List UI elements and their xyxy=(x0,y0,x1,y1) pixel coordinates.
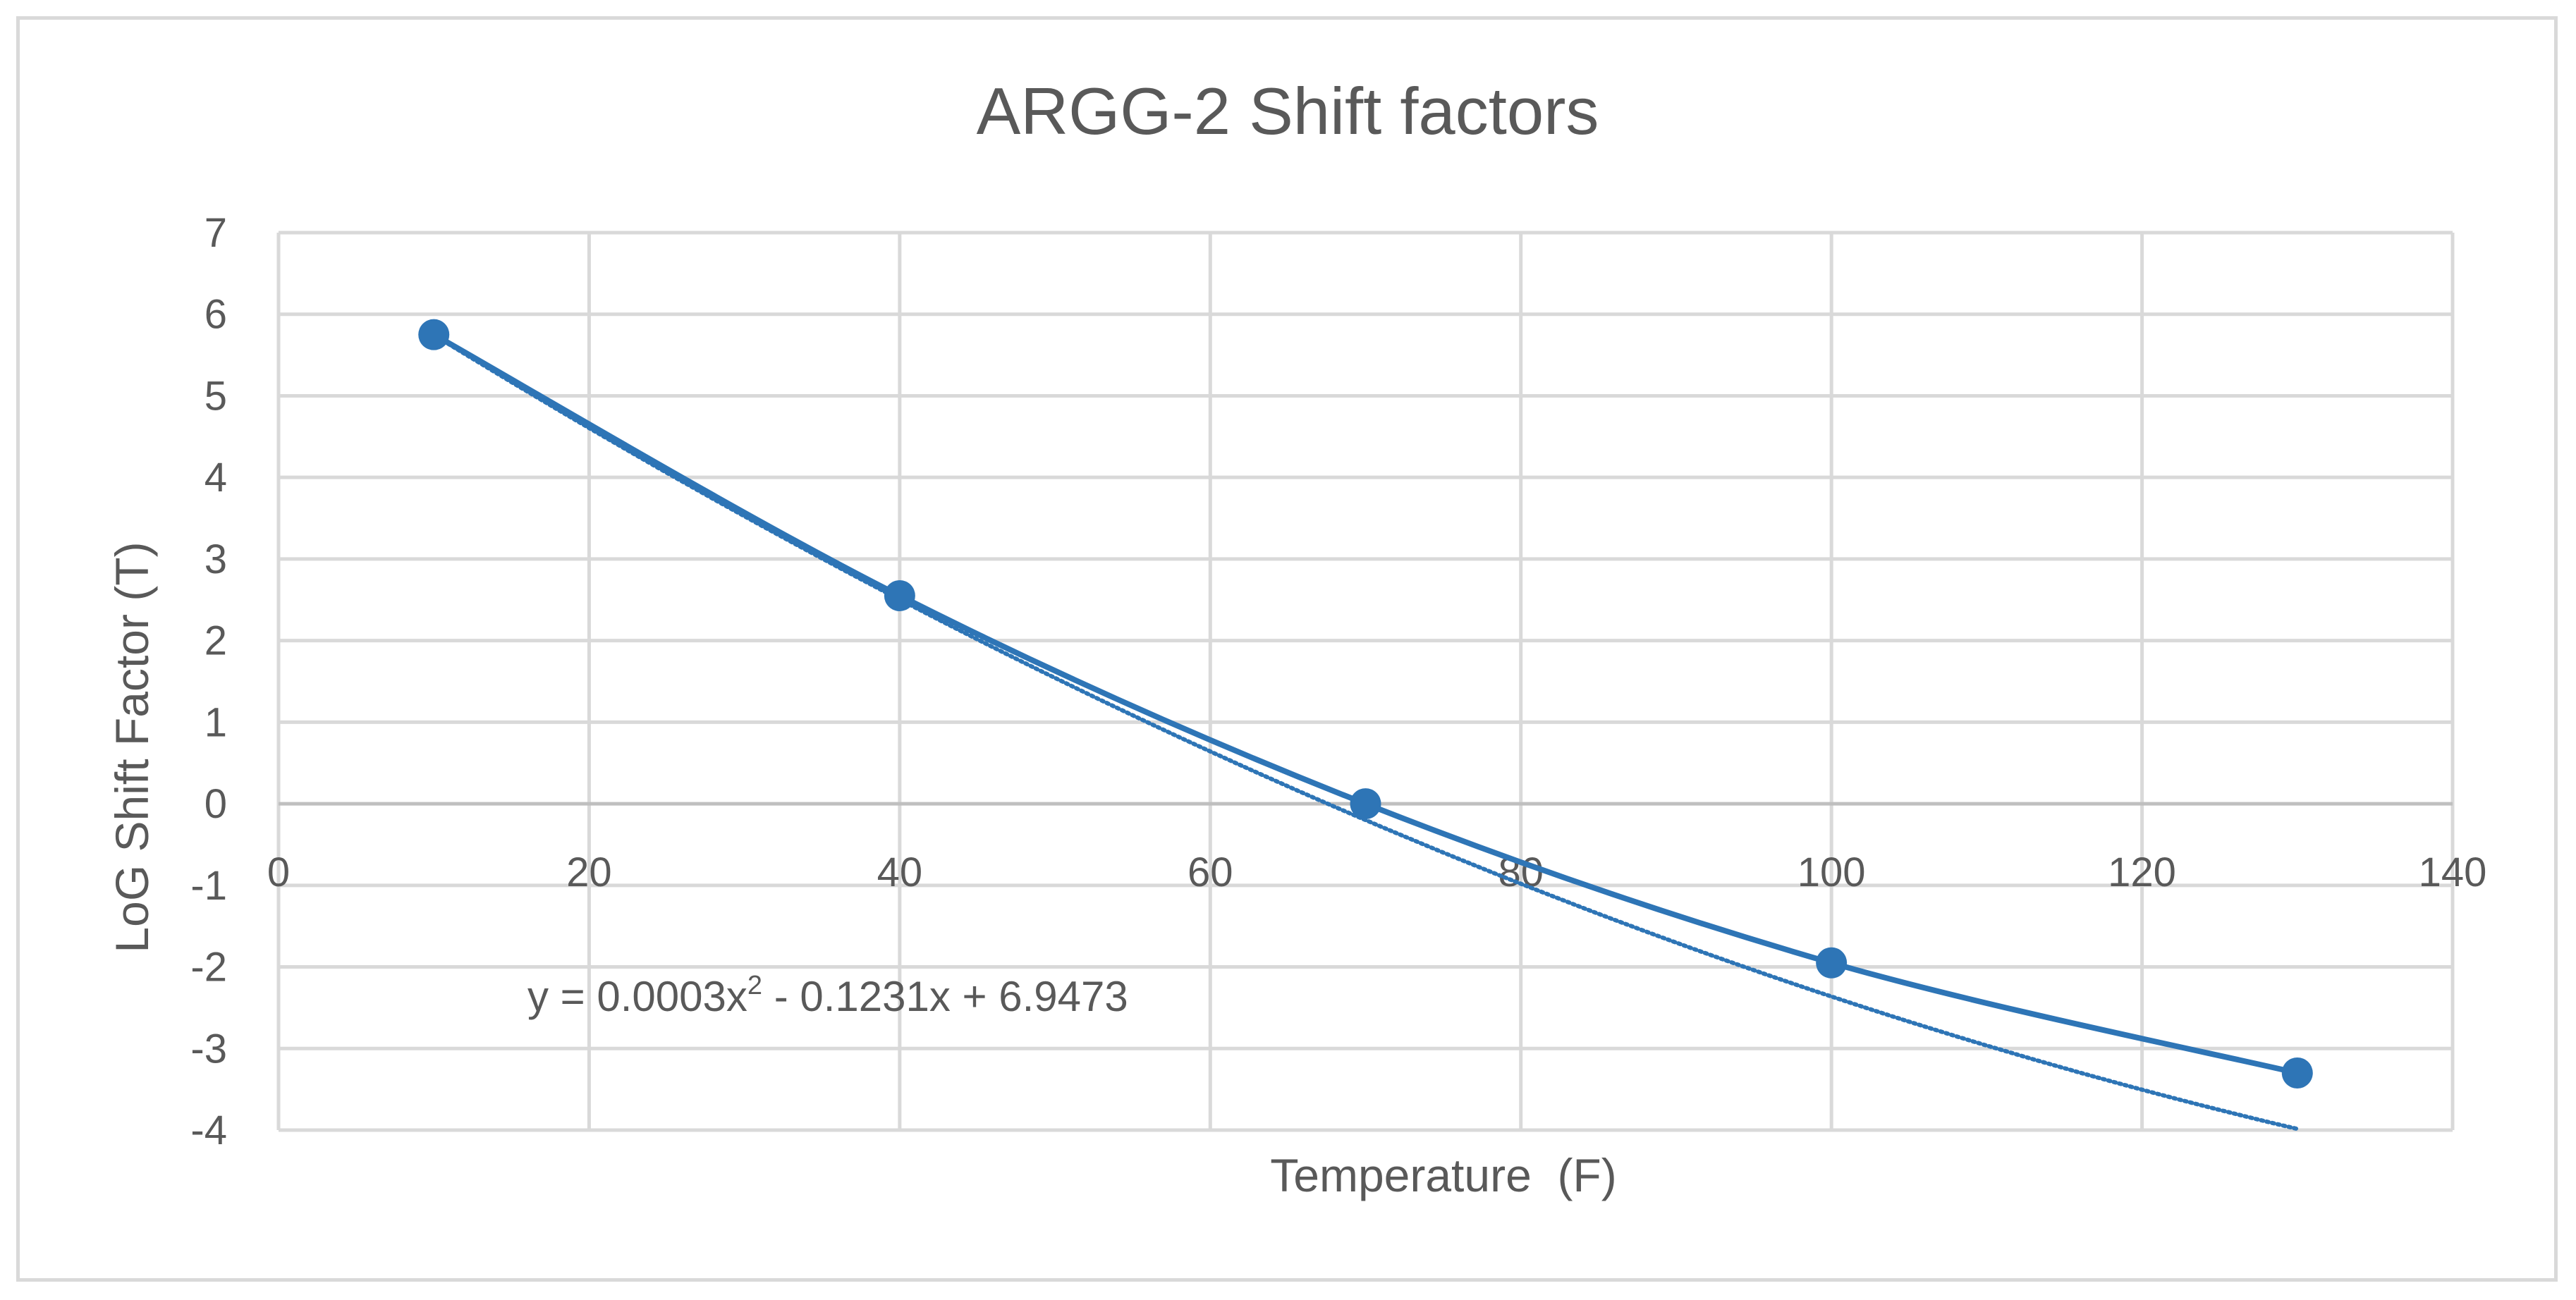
trendline-equation-exponent: 2 xyxy=(747,971,762,1000)
x-axis-title: Temperature (F) xyxy=(1270,1149,1616,1201)
y-axis-title: LoG Shift Factor (T) xyxy=(106,541,158,952)
data-point xyxy=(1816,947,1848,979)
y-tick-label: -2 xyxy=(190,945,227,991)
trendline xyxy=(432,333,2300,1132)
grid-lines xyxy=(279,231,2455,1132)
y-tick-label: 1 xyxy=(205,699,227,745)
chart-title: ARGG-2 Shift factors xyxy=(977,74,1599,148)
y-tick-label: -3 xyxy=(190,1026,227,1072)
y-tick-label: 0 xyxy=(205,781,227,827)
x-tick-label: 120 xyxy=(2108,850,2176,895)
x-tick-label: 40 xyxy=(877,850,923,895)
y-tick-label: 3 xyxy=(205,536,227,582)
x-tick-label: 100 xyxy=(1797,850,1866,895)
y-tick-label: 6 xyxy=(205,292,227,338)
y-tick-label: -1 xyxy=(190,863,227,909)
trendline-equation-prefix: y = 0.0003x xyxy=(527,973,747,1020)
chart-frame xyxy=(16,16,2558,1282)
data-point xyxy=(2281,1057,2313,1089)
data-point xyxy=(418,319,450,350)
x-tick-label: 60 xyxy=(1188,850,1233,895)
x-tick-label: 140 xyxy=(2419,850,2487,895)
series-layer xyxy=(431,331,2300,1076)
trendline-equation-suffix: - 0.1231x + 6.9473 xyxy=(762,973,1128,1020)
y-tick-label: -4 xyxy=(190,1108,227,1153)
data-point xyxy=(884,580,915,611)
y-tick-label: 5 xyxy=(205,373,227,419)
data-points xyxy=(418,319,2313,1089)
data-point xyxy=(1350,788,1381,820)
x-tick-labels: 0 20 40 60 80 100 120 140 xyxy=(267,850,2487,895)
y-tick-label: 4 xyxy=(205,455,227,501)
series-line xyxy=(431,331,2300,1076)
x-tick-label: 0 xyxy=(267,850,290,895)
trendline-equation: y = 0.0003x2 - 0.1231x + 6.9473 xyxy=(527,971,1128,1020)
trendline-layer xyxy=(432,333,2300,1132)
y-tick-labels: 7 6 5 4 3 2 1 0 -1 -2 -3 -4 xyxy=(190,210,227,1153)
y-tick-label: 7 xyxy=(205,210,227,256)
x-tick-label: 20 xyxy=(566,850,612,895)
y-tick-label: 2 xyxy=(205,618,227,664)
